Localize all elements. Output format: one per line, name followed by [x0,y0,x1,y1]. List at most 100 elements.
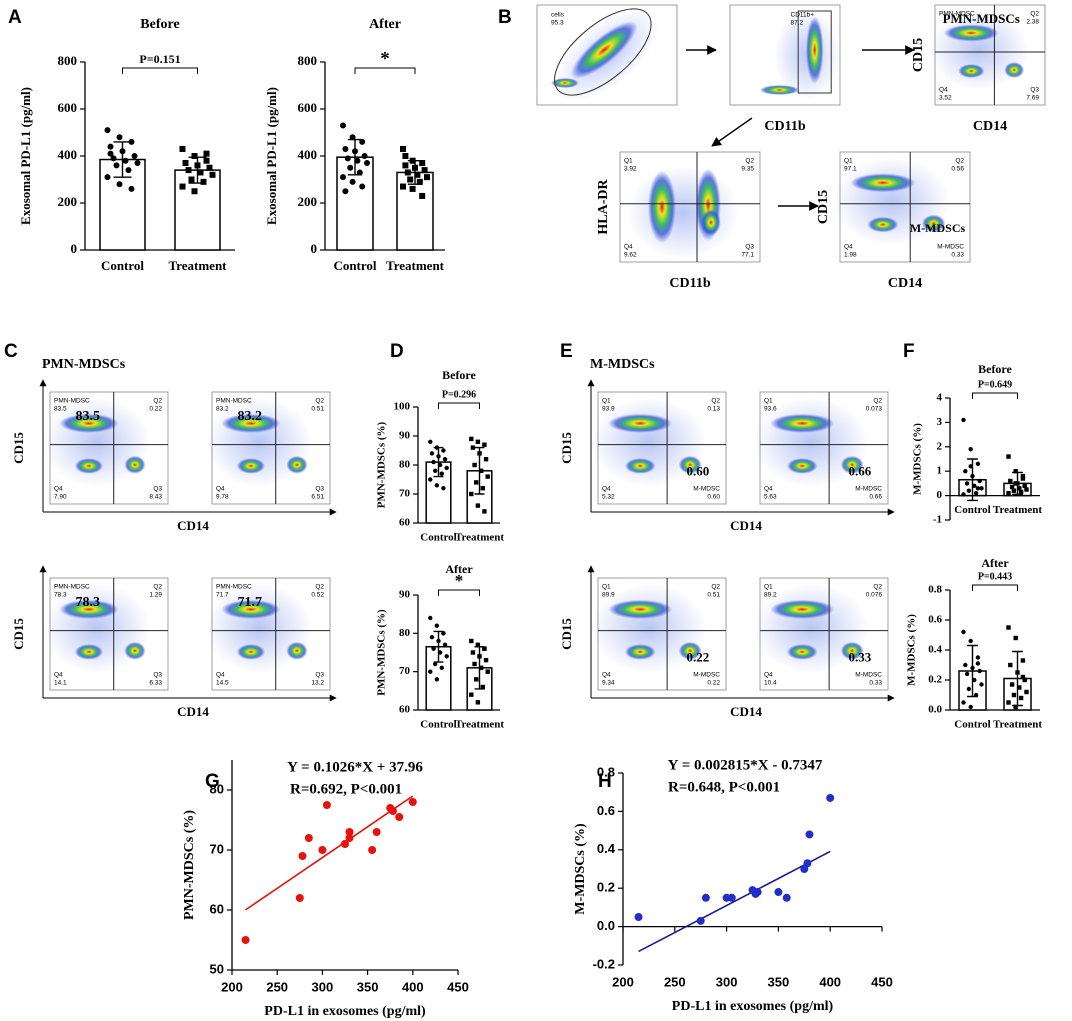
data-point [979,682,984,687]
chart-title: Before [978,362,1012,376]
data-point [474,677,479,682]
data-point [1017,486,1022,491]
density-cloud [805,16,824,84]
x-tick-label: Treatment [386,258,445,273]
y-axis-label: M-MDSCs (%) [906,614,918,686]
highlight: 83.5 [76,409,101,424]
data-point [322,801,331,809]
quadrant-name: PMN-MDSC [54,398,90,405]
quadrant-name: Q2 [873,584,882,591]
density-cloud [701,209,721,236]
error-bar [1012,471,1023,496]
quadrant-name: Q4 [764,486,773,493]
data-point [125,167,132,174]
data-point [701,893,710,902]
y-tick-label: 60 [399,517,411,529]
data-point [116,134,123,141]
data-point [428,669,433,674]
density-cloud [59,413,119,433]
quadrant-value: 5.63 [764,494,777,501]
data-point [1011,488,1017,493]
quadrant-value: 97.1 [844,166,857,173]
data-point [441,486,446,491]
data-point [1018,489,1024,495]
quadrant-value: 89.9 [602,592,615,599]
data-point [480,684,485,690]
data-point [340,122,346,129]
quadrant-name: Q1 [624,158,633,165]
quadrant-name: Q4 [602,486,611,493]
data-point [241,936,250,944]
density-cloud [59,599,119,619]
flow-arrows [686,45,915,211]
y-tick-label: 0 [311,241,318,256]
density-cloud [74,458,104,474]
gate-value: 95.3 [551,20,564,27]
density-cloud [770,413,835,433]
y-axis-label: CD15 [911,38,926,72]
data-point [424,174,430,181]
density-cloud [286,455,308,474]
y-tick-label: 70 [399,665,411,677]
quadrant-name: PMN-MDSC [216,398,252,405]
x-tick-label: 200 [612,974,634,989]
x-axis-label: CD14 [888,276,922,291]
data-point [1013,481,1018,486]
data-point [470,650,476,655]
quadrant-name: Q2 [315,584,324,591]
data-point [478,665,484,671]
annotation: * [455,571,464,590]
x-tick-label: Treatment [169,258,228,273]
data-point [439,471,444,476]
significance-bracket [438,402,480,409]
density-cloud [236,458,266,474]
data-point [104,127,111,134]
data-point [472,462,477,468]
quadrant-name: Q3 [153,672,162,679]
data-point [342,188,349,195]
data-point [977,668,982,674]
density-cloud [1004,62,1025,78]
x-tick-label: Treatment [455,532,504,544]
data-point [1009,484,1015,490]
density-cloud [551,78,579,88]
panel-letter: D [390,341,404,362]
gate-name: CD11b+ [791,12,815,19]
error-bar [967,644,978,698]
y-tick-label: 50 [210,961,224,976]
density-cloud [840,455,864,474]
quadrant-name: Q4 [54,486,63,493]
data-point [345,834,354,842]
data-point [973,490,979,496]
y-tick-label: 70 [399,488,411,500]
chart-title: After [369,17,401,32]
data-point [428,439,433,444]
data-point [428,477,433,482]
y-tick-label: 80 [210,781,224,796]
highlight: 0.33 [848,650,871,665]
quadrant-name: Q1 [844,158,853,165]
data-point [975,486,981,491]
density-cloud [221,599,281,619]
error-bar [347,138,363,176]
y-tick-label: 1 [937,465,943,477]
quadrant-value: 13.2 [311,680,324,687]
data-point [805,830,814,839]
quadrant-name: Q4 [624,244,633,251]
density-cloud [236,644,266,660]
quadrant-value: 0.51 [311,406,324,413]
y-axis-label: CD15 [11,432,26,464]
y-tick-label: 0 [937,489,943,501]
data-point [368,846,377,854]
highlight: 83.2 [238,409,263,424]
data-point [1022,483,1027,489]
data-point [439,665,444,671]
quadrant-value: 5.32 [602,494,615,501]
significance-bracket [354,67,416,74]
data-point [469,692,474,697]
gate-value: 87.2 [791,20,804,27]
data-point [1024,487,1029,492]
x-tick-label: 450 [871,974,893,989]
data-point [966,686,972,692]
data-point [421,167,428,174]
